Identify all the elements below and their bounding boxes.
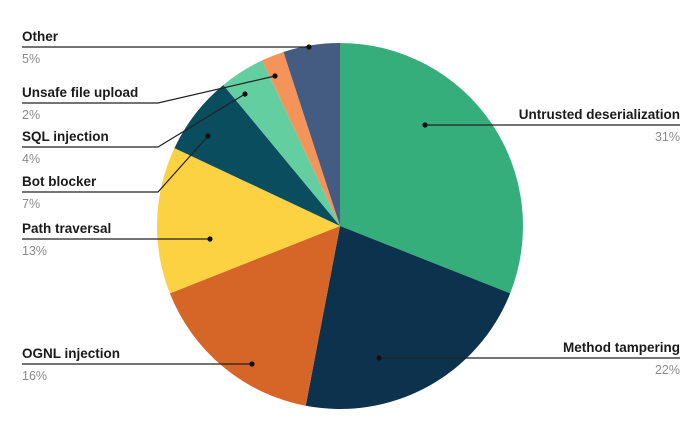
- pie-slices: [156, 43, 523, 410]
- leader-lines: [22, 44, 680, 367]
- leader-dot-sql: [242, 91, 248, 97]
- label-untrusted: Untrusted deserialization: [518, 107, 680, 122]
- pct-other: 5%: [22, 52, 41, 66]
- label-bot: Bot blocker: [22, 174, 97, 189]
- leader-dot-upload: [272, 73, 278, 79]
- pct-path: 13%: [22, 244, 48, 258]
- pie-slice-sql-injection: [223, 60, 340, 226]
- pct-untrusted: 31%: [654, 130, 680, 144]
- leader-dot-other: [306, 44, 312, 50]
- label-method: Method tampering: [563, 340, 680, 355]
- label-other: Other: [22, 29, 59, 44]
- label-sql: SQL injection: [22, 129, 109, 144]
- pie-slice-path-traversal: [156, 148, 340, 294]
- leader-line-bot: [22, 135, 209, 193]
- pie-slice-unsafe-file-upload: [262, 51, 340, 226]
- pct-ognl: 16%: [22, 369, 48, 383]
- pie-slice-untrusted-deserialization: [340, 43, 523, 294]
- leader-dot-bot: [205, 133, 211, 139]
- leader-line-upload: [22, 75, 276, 104]
- pct-bot: 7%: [22, 197, 41, 211]
- leader-dot-untrusted: [422, 122, 428, 128]
- pie-slice-bot-blocker: [174, 84, 340, 226]
- leader-line-sql: [22, 93, 246, 148]
- label-path: Path traversal: [22, 221, 112, 236]
- label-ognl: OGNL injection: [22, 346, 121, 361]
- leader-dot-method: [376, 355, 382, 361]
- pie-slice-ognl-injection: [169, 226, 340, 406]
- leader-dot-path: [207, 236, 213, 242]
- pct-method: 22%: [654, 363, 680, 377]
- label-upload: Unsafe file upload: [22, 85, 139, 100]
- pct-upload: 2%: [22, 108, 41, 122]
- pct-sql: 4%: [22, 152, 41, 166]
- pie-slice-other: [283, 43, 340, 226]
- pie-slice-method-tampering: [305, 226, 511, 410]
- leader-dot-ognl: [249, 361, 255, 367]
